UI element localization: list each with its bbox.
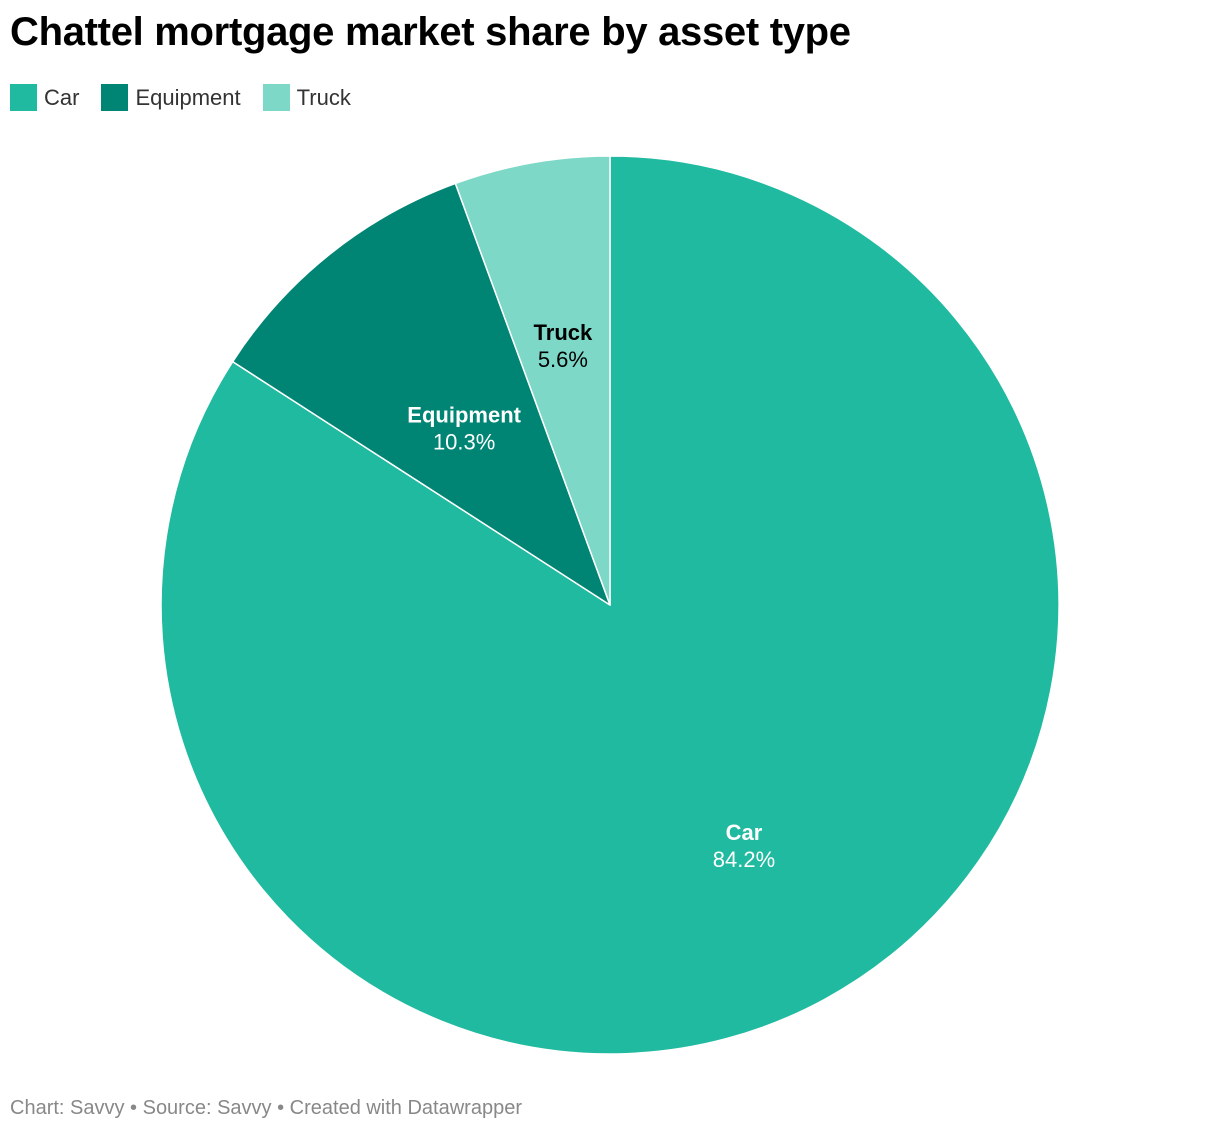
legend-item-car: Car (10, 84, 79, 111)
chart-legend: Car Equipment Truck (10, 84, 373, 111)
slice-name-equipment: Equipment (407, 403, 521, 428)
pie-slice-equipment (231, 182, 611, 606)
slice-value-truck: 5.6% (538, 347, 588, 372)
chart-title: Chattel mortgage market share by asset t… (10, 10, 851, 54)
legend-swatch-car (10, 84, 37, 111)
legend-label-car: Car (44, 84, 80, 110)
slice-name-truck: Truck (534, 320, 593, 345)
slice-name-car: Car (726, 820, 763, 845)
slice-value-car: 84.2% (713, 847, 775, 872)
chart-footer: Chart: Savvy • Source: Savvy • Created w… (10, 1097, 522, 1119)
legend-item-equipment: Equipment (101, 84, 241, 111)
legend-item-truck: Truck (262, 84, 351, 111)
legend-swatch-equipment (101, 84, 129, 111)
legend-label-truck: Truck (296, 84, 351, 110)
legend-label-equipment: Equipment (135, 84, 241, 110)
pie-slice-truck (454, 155, 611, 606)
legend-swatch-truck (262, 84, 290, 111)
slice-value-equipment: 10.3% (433, 430, 495, 455)
